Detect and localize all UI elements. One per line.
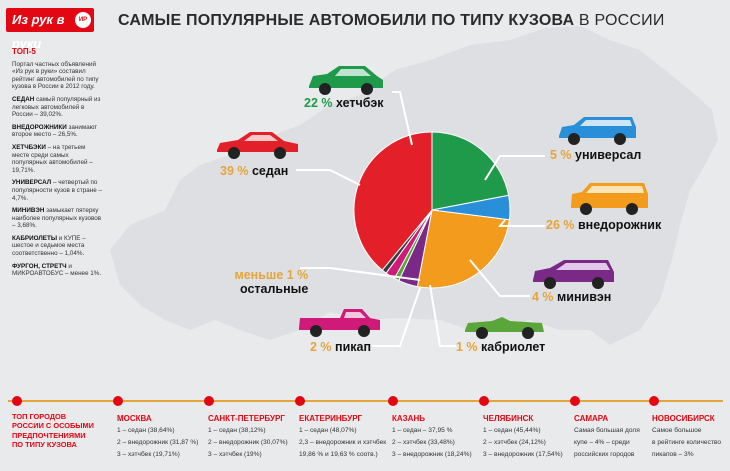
leader-line bbox=[484, 155, 545, 181]
city-spb: САНКТ-ПЕТЕРБУРГ 1 – седан (38,12%) 2 – в… bbox=[208, 414, 288, 458]
timeline-dot bbox=[388, 396, 398, 406]
city-samara: САМАРА Самая большая доля купе – 4% – ср… bbox=[574, 414, 640, 458]
pie-chart bbox=[296, 91, 545, 347]
timeline-dot bbox=[12, 396, 22, 406]
car-convertible-icon bbox=[462, 310, 546, 345]
label-other: меньше 1 % остальные bbox=[234, 268, 309, 296]
sidebar-item: МИНИВЭН замыкает пятерку наиболее популя… bbox=[12, 207, 102, 230]
sidebar-item: ФУРГОН, СТРЕТЧ и МИКРОАВТОБУС – менее 1%… bbox=[12, 262, 102, 278]
timeline-dot bbox=[649, 396, 659, 406]
timeline-dot bbox=[204, 396, 214, 406]
sidebar-item: УНИВЕРСАЛ – четвертый по популярности ку… bbox=[12, 179, 102, 202]
timeline-line bbox=[8, 400, 723, 402]
timeline-dot bbox=[479, 396, 489, 406]
leader-line bbox=[429, 284, 456, 347]
logo: Из рук в руки ИР bbox=[6, 8, 94, 51]
leader-line bbox=[300, 267, 421, 281]
timeline-dot bbox=[295, 396, 305, 406]
label-pickup: 2 % пикап bbox=[310, 340, 372, 354]
city-ekaterinburg: ЕКАТЕРИНБУРГ 1 – седан (48,07%) 2,3 – вн… bbox=[299, 414, 387, 458]
car-pickup-icon bbox=[296, 304, 382, 343]
pie-slice-0 bbox=[431, 131, 510, 211]
title-thin: В РОССИИ bbox=[578, 12, 665, 29]
sidebar-item: ВНЕДОРОЖНИКИ занимают второе место – 26,… bbox=[12, 123, 98, 139]
sidebar: ТОП-5 Портал частных объявлений «Из рук … bbox=[12, 48, 104, 283]
city-chelyabinsk: ЧЕЛЯБИНСК 1 – седан (45,44%) 2 – хэтчбек… bbox=[483, 414, 563, 458]
label-wagon: 5 % универсал bbox=[550, 148, 642, 162]
city-moscow: МОСКВА 1 – седан (38,64%) 2 – внедорожни… bbox=[117, 414, 199, 458]
logo-badge-icon: ИР bbox=[75, 12, 91, 28]
car-sedan-icon bbox=[214, 126, 300, 165]
timeline-dot bbox=[113, 396, 123, 406]
leader-line bbox=[296, 169, 361, 186]
leader-line bbox=[497, 219, 545, 227]
label-suv: 26 % внедорожник bbox=[546, 218, 662, 232]
leader-line bbox=[372, 287, 421, 347]
car-hatchback-icon bbox=[305, 62, 385, 101]
sidebar-item: ХЕТЧБЭКИ – на третьем месте среди самых … bbox=[12, 143, 93, 174]
bottom-panel: ТОП ГОРОДОВ РОССИИ С ОСОБЫМИ ПРЕДПОЧТЕНИ… bbox=[0, 384, 730, 471]
city-novosibirsk: НОВОСИБИРСК Самое большое в рейтинге кол… bbox=[652, 414, 721, 458]
car-minivan-icon bbox=[530, 256, 616, 295]
sidebar-item: КАБРИОЛЕТЫ и КУПЕ – шестое и седьмое мес… bbox=[12, 234, 86, 258]
city-kazan: КАЗАНЬ 1 – седан – 37,95 % 2 – хэтчбек (… bbox=[392, 414, 472, 458]
leader-line bbox=[392, 91, 413, 146]
car-suv-icon bbox=[568, 180, 650, 221]
label-hatchback: 22 % хетчбэк bbox=[304, 96, 384, 110]
sidebar-intro: Портал частных объявлений «Из рук в руки… bbox=[12, 60, 99, 91]
bottom-title: ТОП ГОРОДОВ РОССИИ С ОСОБЫМИ ПРЕДПОЧТЕНИ… bbox=[12, 412, 94, 450]
page-title: САМЫЕ ПОПУЛЯРНЫЕ АВТОМОБИЛИ ПО ТИПУ КУЗО… bbox=[118, 12, 665, 30]
leader-line bbox=[469, 259, 530, 297]
sidebar-heading: ТОП-5 bbox=[12, 47, 36, 56]
sidebar-item: СЕДАН самый популярный из легковых автом… bbox=[12, 95, 101, 119]
timeline-dot bbox=[570, 396, 580, 406]
pie-slice-2 bbox=[416, 209, 510, 289]
title-bold: САМЫЕ ПОПУЛЯРНЫЕ АВТОМОБИЛИ ПО ТИПУ КУЗО… bbox=[118, 12, 575, 29]
logo-text: Из рук в руки bbox=[12, 12, 65, 51]
car-wagon-icon bbox=[556, 112, 638, 151]
label-sedan: 39 % седан bbox=[220, 164, 289, 178]
label-minivan: 4 % минивэн bbox=[532, 290, 612, 304]
label-convertible: 1 % кабриолет bbox=[456, 340, 546, 354]
